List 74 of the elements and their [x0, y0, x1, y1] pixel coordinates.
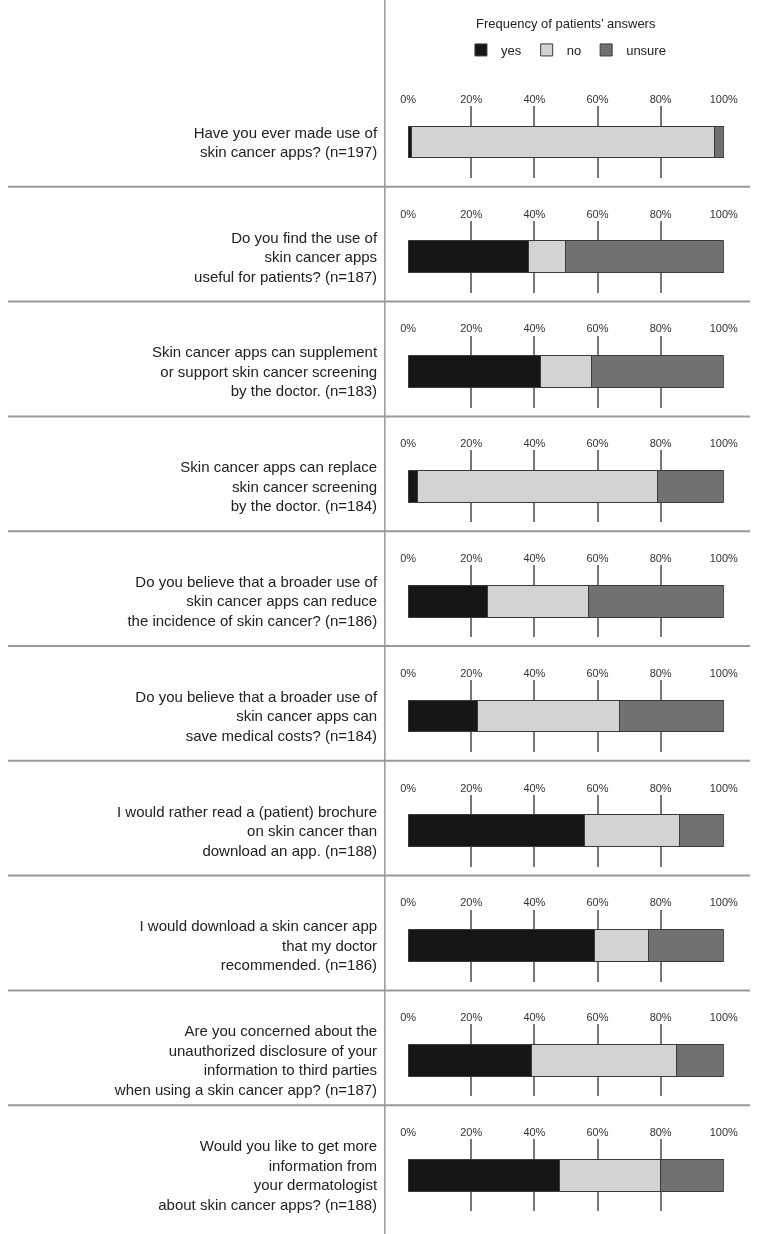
- x-tick-label: 40%: [523, 207, 546, 220]
- x-tick-label: 0%: [400, 666, 417, 679]
- y-tick-label: Skin cancer apps can replace skin cancer screening by the doctor. (n=184): [180, 458, 378, 515]
- x-tick-label: 40%: [523, 1011, 546, 1024]
- x-tick-label: 80%: [649, 322, 672, 335]
- x-tick-label: 60%: [586, 437, 609, 450]
- x-tick-label: 80%: [649, 1126, 672, 1138]
- x-tick-label: 80%: [649, 92, 672, 105]
- legend-label: yes: [500, 43, 522, 59]
- x-tick-label: 40%: [523, 1126, 546, 1138]
- x-tick-label: 20%: [460, 552, 483, 564]
- x-tick-label: 80%: [649, 781, 672, 794]
- x-tick-label: 60%: [586, 666, 609, 679]
- y-tick-label: I would download a skin cancer app that my doctor recommended. (n=186): [139, 917, 378, 974]
- x-tick-label: 100%: [709, 896, 739, 909]
- legend-label: unsure: [626, 43, 666, 59]
- x-tick-label: 60%: [586, 1011, 609, 1024]
- x-tick-label: 40%: [523, 437, 546, 450]
- x-tick-label: 20%: [460, 322, 483, 335]
- x-tick-label: 0%: [400, 1126, 417, 1138]
- x-tick-label: 100%: [709, 781, 739, 794]
- y-tick-label: I would rather read a (patient) brochure on skin cancer than download an app. (n=188): [116, 802, 378, 859]
- legend-label: no: [566, 43, 582, 59]
- x-tick-label: 100%: [709, 666, 739, 679]
- x-tick-label: 0%: [400, 781, 417, 794]
- x-tick-label: 40%: [523, 896, 546, 909]
- x-tick-label: 0%: [400, 437, 417, 450]
- y-tick-label: Do you believe that a broader use of skin cancer apps can reduce the incidence of skin cancer? (n=186): [127, 572, 378, 629]
- x-tick-label: 40%: [523, 781, 546, 794]
- x-tick-label: 0%: [400, 896, 417, 909]
- y-tick-label: Have you ever made use of skin cancer apps? (n=197): [193, 123, 378, 160]
- x-tick-label: 80%: [649, 437, 672, 450]
- x-tick-label: 0%: [400, 322, 417, 335]
- chart-title: Frequency of patients’ answers: [476, 16, 656, 31]
- x-tick-label: 40%: [523, 552, 546, 564]
- x-tick-label: 100%: [709, 437, 739, 450]
- x-tick-label: 40%: [523, 322, 546, 335]
- x-tick-label: 20%: [460, 92, 483, 105]
- x-tick-label: 0%: [400, 552, 417, 564]
- x-tick-label: 100%: [709, 322, 739, 335]
- x-tick-label: 60%: [586, 92, 609, 105]
- x-tick-label: 20%: [460, 1126, 483, 1138]
- x-tick-label: 60%: [586, 207, 609, 220]
- x-tick-label: 40%: [523, 92, 546, 105]
- x-tick-label: 100%: [709, 1126, 739, 1138]
- x-tick-label: 20%: [460, 437, 483, 450]
- y-tick-label: Do you believe that a broader use of skin cancer apps can save medical costs? (n=184): [135, 687, 378, 744]
- x-tick-label: 20%: [460, 896, 483, 909]
- x-tick-label: 20%: [460, 781, 483, 794]
- x-tick-label: 100%: [709, 1011, 739, 1024]
- x-tick-label: 0%: [400, 1011, 417, 1024]
- y-tick-label: Are you concerned about the unauthorized disclosure of your information to third parties when using a skin cancer app? (n=187): [113, 1022, 378, 1098]
- x-tick-label: 20%: [460, 666, 483, 679]
- x-tick-label: 60%: [586, 896, 609, 909]
- x-tick-label: 60%: [586, 322, 609, 335]
- x-tick-label: 80%: [649, 207, 672, 220]
- x-tick-label: 60%: [586, 781, 609, 794]
- x-tick-label: 60%: [586, 1126, 609, 1138]
- y-tick-label: Do you find the use of skin cancer apps useful for patients? (n=187): [194, 228, 378, 285]
- x-tick-label: 80%: [649, 896, 672, 909]
- x-tick-label: 100%: [709, 207, 739, 220]
- x-tick-label: 60%: [586, 552, 609, 564]
- x-tick-label: 80%: [649, 552, 672, 564]
- x-tick-label: 40%: [523, 666, 546, 679]
- x-tick-label: 20%: [460, 207, 483, 220]
- x-tick-label: 100%: [709, 552, 739, 564]
- x-tick-label: 80%: [649, 666, 672, 679]
- x-tick-label: 0%: [400, 207, 417, 220]
- y-tick-label: Would you like to get more information from your dermatologist about skin cancer apps? (n=188): [158, 1137, 378, 1213]
- x-tick-label: 20%: [460, 1011, 483, 1024]
- y-tick-label: Skin cancer apps can supplement or support skin cancer screening by the doctor. (n=183): [152, 343, 378, 400]
- x-tick-label: 100%: [709, 92, 739, 105]
- x-tick-label: 0%: [400, 92, 417, 105]
- x-tick-label: 80%: [649, 1011, 672, 1024]
